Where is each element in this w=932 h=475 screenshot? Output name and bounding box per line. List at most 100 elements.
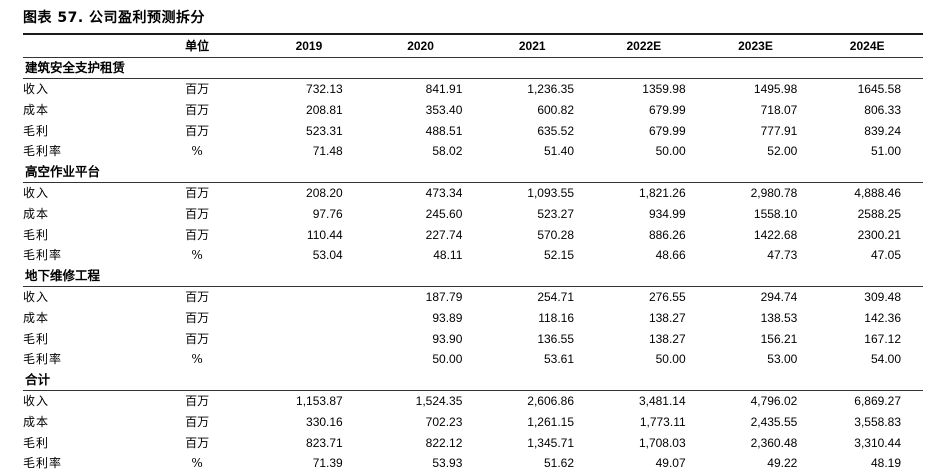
value-cell: 71.39 bbox=[312, 456, 343, 471]
row-label: 毛利率 bbox=[23, 456, 63, 471]
value-cell: 2588.25 bbox=[857, 207, 901, 222]
value-cell bbox=[253, 287, 365, 308]
table-row: 成本 百万 97.76 245.60 523.27 934.99 1558.10 2588.2… bbox=[23, 204, 923, 225]
value-cell: 49.22 bbox=[767, 456, 798, 471]
section-title: 高空作业平台 bbox=[23, 161, 923, 184]
value-cell: 138.53 bbox=[760, 311, 798, 326]
table-row: 成本 百万 93.89 118.16 138.27 138.53 142.36 bbox=[23, 308, 923, 329]
value-cell: 47.05 bbox=[870, 248, 901, 263]
value-cell: 48.66 bbox=[655, 248, 686, 263]
value-cell: 353.40 bbox=[425, 103, 463, 118]
row-label: 毛利 bbox=[23, 331, 50, 346]
value-cell: 330.16 bbox=[306, 414, 343, 429]
table-row: 收入 百万 732.13 841.91 1,236.35 1359.98 1495.98 16… bbox=[23, 79, 923, 100]
top-rule bbox=[23, 33, 923, 35]
row-unit: 百万 bbox=[185, 394, 210, 409]
value-cell: 523.31 bbox=[306, 123, 343, 138]
value-cell: 822.12 bbox=[425, 435, 463, 450]
row-label: 毛利率 bbox=[23, 352, 63, 367]
value-cell: 110.44 bbox=[306, 227, 343, 242]
row-unit: 百万 bbox=[185, 207, 210, 222]
value-cell: 49.07 bbox=[655, 456, 686, 471]
value-cell: 1,093.55 bbox=[527, 186, 575, 201]
header-year-2020: 2020 bbox=[364, 36, 477, 58]
row-unit: 百万 bbox=[185, 227, 210, 242]
value-cell: 600.82 bbox=[537, 103, 575, 118]
table-row: 收入 百万 208.20 473.34 1,093.55 1,821.26 2,980.78… bbox=[23, 183, 923, 204]
value-cell: 679.99 bbox=[648, 123, 686, 138]
section-row: 高空作业平台 bbox=[23, 161, 923, 184]
table-body: 建筑安全支护租赁 收入 百万 732.13 841.91 1,236.35 1359.98 1… bbox=[23, 57, 923, 473]
value-cell: 3,310.44 bbox=[854, 435, 901, 450]
row-label: 收入 bbox=[23, 186, 50, 201]
table-row: 毛利率% 50.00 53.61 50.00 53.00 54.00 bbox=[23, 349, 923, 370]
profit-forecast-table: 单位 2019 2020 2021 2022E 2023E 2024E 建筑安全… bbox=[23, 36, 923, 473]
value-cell: 806.33 bbox=[864, 103, 901, 118]
value-cell: 52.00 bbox=[767, 144, 798, 159]
value-cell: 679.99 bbox=[648, 103, 686, 118]
value-cell: 523.27 bbox=[537, 207, 575, 222]
header-year-2022e: 2022E bbox=[588, 36, 700, 58]
value-cell: 3,558.83 bbox=[854, 414, 901, 429]
row-label: 成本 bbox=[23, 414, 50, 429]
value-cell: 1,821.26 bbox=[638, 186, 686, 201]
value-cell: 841.91 bbox=[425, 82, 463, 97]
section-title: 建筑安全支护租赁 bbox=[23, 57, 923, 80]
value-cell: 254.71 bbox=[537, 290, 575, 305]
value-cell: 2,435.55 bbox=[750, 414, 798, 429]
value-cell: 276.55 bbox=[648, 290, 686, 305]
table-row: 毛利 百万 823.71 822.12 1,345.71 1,708.03 2,360.48… bbox=[23, 432, 923, 453]
value-cell: 58.02 bbox=[432, 144, 463, 159]
value-cell: 4,888.46 bbox=[854, 186, 901, 201]
value-cell: 52.15 bbox=[543, 248, 575, 263]
value-cell: 309.48 bbox=[864, 290, 901, 305]
header-row: 单位 2019 2020 2021 2022E 2023E 2024E bbox=[23, 36, 923, 58]
value-cell bbox=[253, 349, 365, 370]
value-cell: 50.00 bbox=[432, 352, 463, 367]
value-cell: 93.89 bbox=[432, 311, 463, 326]
header-unit: 单位 bbox=[141, 36, 254, 58]
table-row: 毛利 百万 110.44 227.74 570.28 886.26 1422.68 2300.… bbox=[23, 224, 923, 245]
row-unit: % bbox=[191, 456, 203, 471]
row-label: 毛利 bbox=[23, 435, 50, 450]
row-label: 成本 bbox=[23, 103, 50, 118]
value-cell: 53.93 bbox=[432, 456, 463, 471]
value-cell bbox=[253, 308, 365, 329]
value-cell: 4,796.02 bbox=[750, 394, 798, 409]
table-row: 收入 百万 1,153.87 1,524.35 2,606.86 3,481.14 4,79… bbox=[23, 391, 923, 412]
row-unit: 百万 bbox=[185, 331, 210, 346]
table-row: 毛利率% 71.39 53.93 51.62 49.07 49.22 48.19 bbox=[23, 453, 923, 474]
row-label: 收入 bbox=[23, 82, 50, 97]
value-cell: 2300.21 bbox=[857, 227, 901, 242]
value-cell: 488.51 bbox=[425, 123, 463, 138]
value-cell: 50.00 bbox=[655, 144, 686, 159]
section-row: 合计 bbox=[23, 369, 923, 392]
value-cell: 473.34 bbox=[425, 186, 463, 201]
value-cell: 1,524.35 bbox=[415, 394, 463, 409]
table-row: 成本 百万 330.16 702.23 1,261.15 1,773.11 2,435.55… bbox=[23, 412, 923, 433]
value-cell: 732.13 bbox=[306, 82, 343, 97]
value-cell: 1495.98 bbox=[753, 82, 798, 97]
row-label: 收入 bbox=[23, 290, 50, 305]
header-label-cell bbox=[23, 36, 142, 58]
value-cell: 136.55 bbox=[537, 331, 575, 346]
value-cell: 1,236.35 bbox=[527, 82, 575, 97]
header-year-2024e: 2024E bbox=[811, 36, 923, 58]
value-cell: 702.23 bbox=[425, 414, 463, 429]
row-unit: 百万 bbox=[185, 435, 210, 450]
row-unit: 百万 bbox=[185, 186, 210, 201]
value-cell: 1558.10 bbox=[753, 207, 798, 222]
row-unit: 百万 bbox=[185, 82, 210, 97]
value-cell: 138.27 bbox=[648, 331, 686, 346]
value-cell: 47.73 bbox=[767, 248, 798, 263]
value-cell: 245.60 bbox=[425, 207, 463, 222]
header-year-2019: 2019 bbox=[253, 36, 365, 58]
value-cell: 1,773.11 bbox=[639, 414, 686, 429]
value-cell: 48.19 bbox=[870, 456, 901, 471]
row-unit: % bbox=[191, 248, 203, 263]
value-cell: 51.00 bbox=[870, 144, 901, 159]
section-title: 地下维修工程 bbox=[23, 265, 923, 288]
table-row: 毛利率% 53.04 48.11 52.15 48.66 47.73 47.05 bbox=[23, 245, 923, 266]
value-cell: 3,481.14 bbox=[638, 394, 686, 409]
value-cell: 53.04 bbox=[312, 248, 343, 263]
